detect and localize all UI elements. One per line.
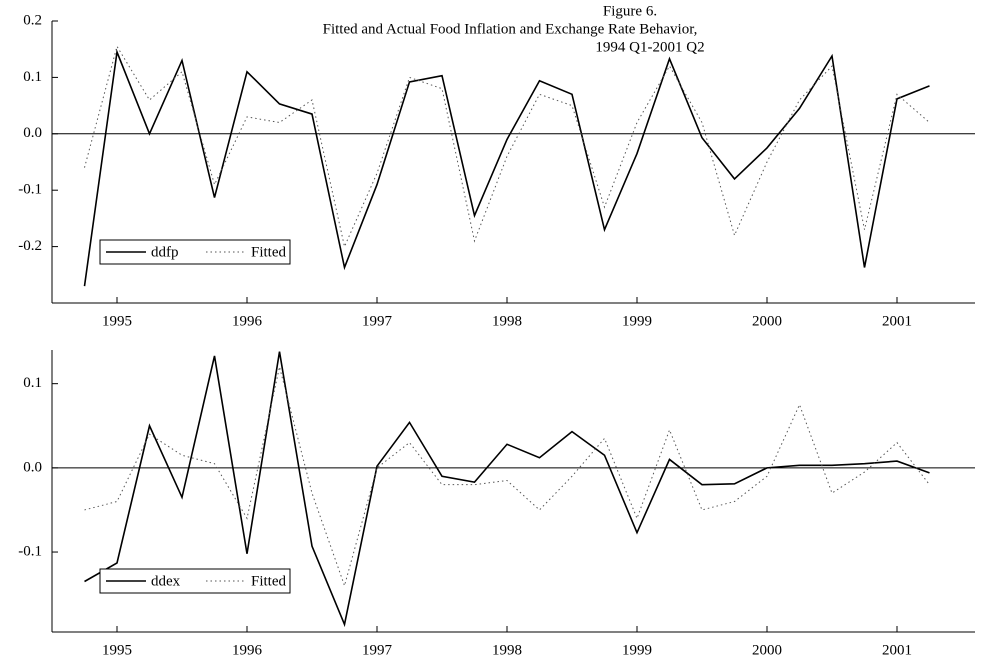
x-tick-label: 1995 [102, 642, 132, 658]
y-tick-label: -0.1 [18, 182, 42, 198]
y-tick-label: 0.0 [23, 459, 42, 475]
legend-box [99, 568, 291, 594]
legend-label: Fitted [251, 573, 287, 589]
chart-title: Figure 6. [603, 3, 657, 19]
x-tick-label: 2000 [752, 313, 782, 329]
y-tick-label: -0.2 [18, 238, 42, 254]
x-tick-label: 2001 [882, 642, 912, 658]
y-tick-label: 0.1 [23, 375, 42, 391]
x-tick-label: 1995 [102, 313, 132, 329]
series-line [84, 45, 930, 249]
x-tick-label: 1998 [492, 642, 522, 658]
y-tick-label: -0.1 [18, 543, 42, 559]
x-tick-label: 1997 [362, 313, 393, 329]
x-tick-label: 1999 [622, 642, 652, 658]
y-tick-label: 0.2 [23, 12, 42, 28]
legend-label: ddfp [151, 244, 179, 260]
x-tick-label: 1999 [622, 313, 652, 329]
chart-subtitle: 1994 Q1-2001 Q2 [595, 39, 704, 55]
x-tick-label: 1997 [362, 642, 393, 658]
legend-label: ddex [151, 573, 181, 589]
series-line [84, 351, 930, 628]
x-tick-label: 1996 [232, 313, 263, 329]
x-tick-label: 1996 [232, 642, 263, 658]
x-tick-label: 2001 [882, 313, 912, 329]
chart-subtitle: Fitted and Actual Food Inflation and Exc… [323, 21, 698, 37]
y-tick-label: 0.0 [23, 125, 42, 141]
x-tick-label: 2000 [752, 642, 782, 658]
series-line [83, 48, 930, 287]
y-tick-label: 0.1 [23, 69, 42, 85]
x-tick-label: 1998 [492, 313, 522, 329]
series-line [84, 366, 930, 588]
legend-label: Fitted [251, 244, 287, 260]
